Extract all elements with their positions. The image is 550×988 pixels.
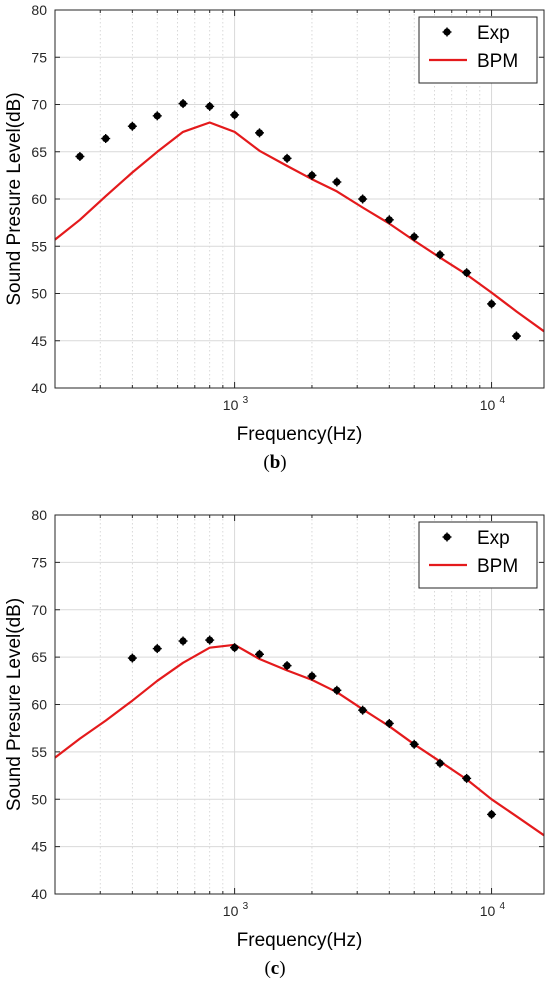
chart-svg-c: 40 45 50 55 60 65 70 75 80 10 3 10 4 Exp BPM Frequency(… xyxy=(4,507,545,951)
legend-label-exp: Exp xyxy=(477,23,510,44)
data-point xyxy=(511,331,521,341)
data-point xyxy=(127,653,137,663)
y-tick-label: 80 xyxy=(31,2,47,18)
data-point xyxy=(462,268,472,278)
data-point xyxy=(255,128,265,138)
y-tick-label: 40 xyxy=(31,380,47,396)
legend-label-exp: Exp xyxy=(477,528,510,549)
data-point xyxy=(332,177,342,187)
y-tick-label: 45 xyxy=(31,839,47,855)
data-point xyxy=(101,134,111,144)
legend-label-bpm: BPM xyxy=(477,556,518,577)
legend-marker-exp xyxy=(442,532,452,542)
data-point xyxy=(409,739,419,749)
data-point xyxy=(75,151,85,161)
x-axis-label: Frequency(Hz) xyxy=(237,930,363,951)
y-tick-label: 75 xyxy=(31,554,47,570)
data-point xyxy=(462,773,472,783)
x-tick-exponent: 3 xyxy=(243,395,249,406)
y-tick-label: 40 xyxy=(31,886,47,902)
data-point xyxy=(409,232,419,242)
data-point xyxy=(487,809,497,819)
axes-box xyxy=(54,514,545,895)
y-tick-label: 70 xyxy=(31,602,47,618)
chart-panel-b: 40 45 50 55 60 65 70 75 80 10 3 10 4 Exp BPM Frequency(… xyxy=(0,0,550,490)
data-point xyxy=(487,299,497,309)
data-point xyxy=(307,170,317,180)
caption-c: (c) xyxy=(264,958,286,979)
data-point xyxy=(384,215,394,225)
y-tick-label: 75 xyxy=(31,49,47,65)
data-point xyxy=(307,671,317,681)
y-tick-label: 60 xyxy=(31,191,47,207)
x-axis-label: Frequency(Hz) xyxy=(237,424,363,445)
data-point xyxy=(332,685,342,695)
y-axis-label: Sound Presure Level(dB) xyxy=(4,598,25,811)
data-point xyxy=(358,705,368,715)
y-tick-label: 55 xyxy=(31,238,47,254)
x-tick-label: 10 xyxy=(223,903,239,919)
legend-label-bpm: BPM xyxy=(477,51,518,72)
chart-svg-b: 40 45 50 55 60 65 70 75 80 10 3 10 4 Exp BPM Frequency(… xyxy=(4,2,545,445)
legend-box xyxy=(418,16,538,84)
series-markers-exp xyxy=(127,635,497,819)
y-tick-label: 70 xyxy=(31,97,47,113)
series-line-bpm xyxy=(54,643,545,837)
y-tick-label: 80 xyxy=(31,507,47,523)
data-point xyxy=(282,661,292,671)
y-tick-label: 60 xyxy=(31,697,47,713)
y-axis-label: Sound Presure Level(dB) xyxy=(4,92,25,305)
data-point xyxy=(205,101,215,111)
legend: Exp BPM xyxy=(418,521,538,589)
y-tick-label: 65 xyxy=(31,144,47,160)
y-tick-label: 45 xyxy=(31,333,47,349)
legend: Exp BPM xyxy=(418,16,538,84)
y-tick-label: 65 xyxy=(31,649,47,665)
y-tick-label: 55 xyxy=(31,744,47,760)
data-point xyxy=(230,643,240,653)
x-tick-label: 10 xyxy=(480,903,496,919)
data-point xyxy=(435,250,445,260)
x-tick-label: 10 xyxy=(480,397,496,413)
data-point xyxy=(358,194,368,204)
data-point xyxy=(230,110,240,120)
data-point xyxy=(152,111,162,121)
x-tick-exponent: 3 xyxy=(243,901,249,912)
data-point xyxy=(178,636,188,646)
axes-box xyxy=(54,9,545,389)
data-point xyxy=(435,758,445,768)
data-point xyxy=(127,121,137,131)
data-point xyxy=(255,649,265,659)
series-line-bpm xyxy=(54,121,545,333)
data-point xyxy=(384,718,394,728)
series-markers-exp xyxy=(75,99,521,341)
data-point xyxy=(205,635,215,645)
data-point xyxy=(178,99,188,109)
x-tick-exponent: 4 xyxy=(500,901,506,912)
y-tick-label: 50 xyxy=(31,791,47,807)
legend-marker-exp xyxy=(442,27,452,37)
y-tick-label: 50 xyxy=(31,286,47,302)
x-tick-exponent: 4 xyxy=(500,395,506,406)
chart-panel-c: 40 45 50 55 60 65 70 75 80 10 3 10 4 Exp BPM Frequency(… xyxy=(0,500,550,988)
data-point xyxy=(152,644,162,654)
ticks: 40 45 50 55 60 65 70 75 80 10 3 10 4 xyxy=(31,2,544,413)
legend-box xyxy=(418,521,538,589)
x-tick-label: 10 xyxy=(223,397,239,413)
data-point xyxy=(282,153,292,163)
caption-b: (b) xyxy=(263,452,287,473)
